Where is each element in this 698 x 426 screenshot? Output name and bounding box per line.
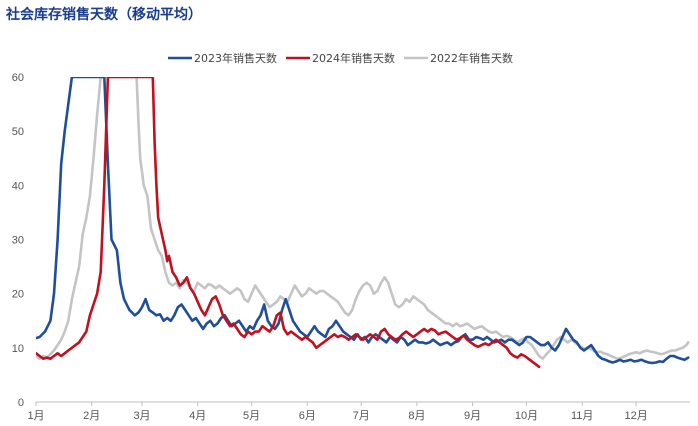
x-tick-label: 1月: [27, 410, 44, 422]
legend-label: 2023年销售天数: [194, 51, 277, 65]
series-group: [36, 77, 690, 369]
y-tick-label: 60: [12, 72, 24, 84]
x-tick-label: 5月: [243, 410, 260, 422]
y-tick-label: 40: [12, 180, 24, 192]
x-tick-label: 8月: [408, 410, 425, 422]
legend-label: 2022年销售天数: [430, 51, 513, 65]
series-line-0: [36, 77, 690, 365]
x-tick-label: 9月: [464, 410, 481, 422]
x-tick-label: 6月: [299, 410, 316, 422]
x-tick-label: 3月: [133, 410, 150, 422]
y-tick-label: 20: [12, 289, 24, 301]
y-axis: 0 10 20 30 40 50 60: [12, 72, 24, 409]
x-tick-label: 2月: [83, 410, 100, 422]
y-tick-label: 30: [12, 235, 24, 247]
chart-legend: 2023年销售天数 2024年销售天数 2022年销售天数: [168, 51, 513, 65]
series-line-2: [36, 77, 690, 360]
legend-label: 2024年销售天数: [312, 51, 395, 65]
y-tick-label: 10: [12, 343, 24, 355]
chart-title: 社会库存销售天数（移动平均）: [6, 7, 202, 23]
x-axis: 1月 2月 3月 4月 5月 6月 7月 8月 9月 10月 11月 12月: [27, 401, 690, 422]
x-tick-label: 4月: [189, 410, 206, 422]
y-tick-label: 50: [12, 126, 24, 138]
x-tick-label: 11月: [571, 410, 593, 422]
x-tick-label: 10月: [515, 410, 538, 422]
x-tick-label: 12月: [624, 410, 647, 422]
series-line-1: [36, 77, 541, 369]
x-tick-label: 7月: [353, 410, 370, 422]
y-tick-label: 0: [18, 397, 24, 409]
